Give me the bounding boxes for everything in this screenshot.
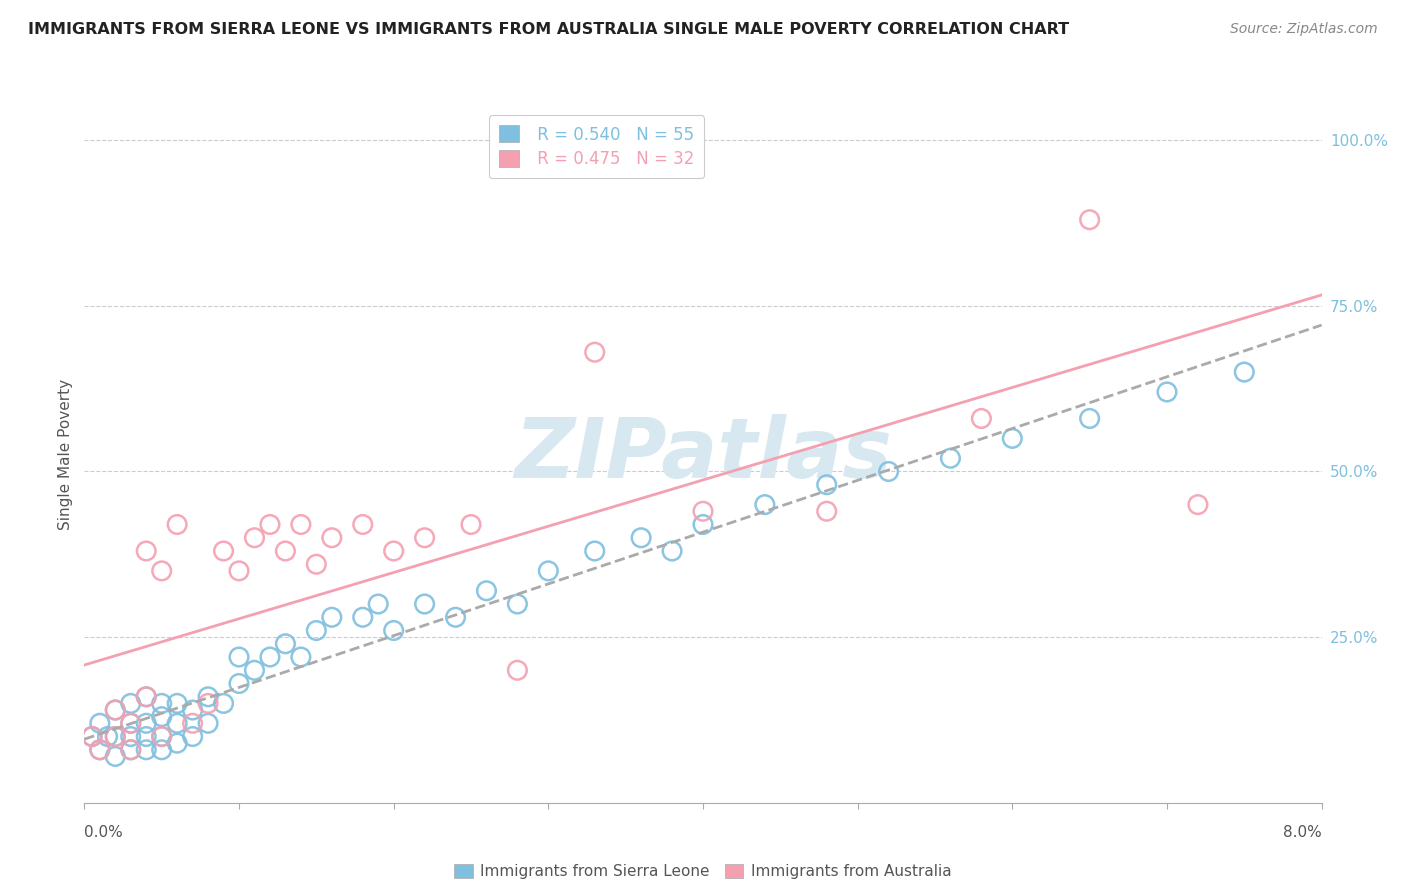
Point xyxy=(166,716,188,731)
Point xyxy=(815,477,838,491)
Point xyxy=(104,749,127,764)
Point xyxy=(413,531,436,545)
Text: ZIPatlas: ZIPatlas xyxy=(515,415,891,495)
Point xyxy=(120,716,142,731)
Point xyxy=(1156,384,1178,399)
Point xyxy=(815,504,838,518)
Point xyxy=(290,650,312,665)
Legend: Immigrants from Sierra Leone, Immigrants from Australia: Immigrants from Sierra Leone, Immigrants… xyxy=(449,858,957,886)
Point xyxy=(630,531,652,545)
Point xyxy=(1187,498,1209,512)
Point xyxy=(104,730,127,744)
Point xyxy=(120,743,142,757)
Point xyxy=(135,716,157,731)
Point xyxy=(367,597,389,611)
Point xyxy=(120,743,142,757)
Point xyxy=(877,465,900,479)
Point xyxy=(197,690,219,704)
Point xyxy=(135,544,157,558)
Point xyxy=(228,564,250,578)
Point xyxy=(150,730,173,744)
Point xyxy=(1001,431,1024,445)
Point xyxy=(413,597,436,611)
Point xyxy=(305,558,328,572)
Point xyxy=(181,703,204,717)
Point xyxy=(181,730,204,744)
Point xyxy=(970,411,993,425)
Point xyxy=(444,610,467,624)
Point xyxy=(475,583,498,598)
Point xyxy=(104,703,127,717)
Point xyxy=(120,716,142,731)
Point xyxy=(89,716,111,731)
Text: Source: ZipAtlas.com: Source: ZipAtlas.com xyxy=(1230,22,1378,37)
Point xyxy=(228,676,250,690)
Point xyxy=(352,517,374,532)
Point xyxy=(150,743,173,757)
Point xyxy=(460,517,482,532)
Point xyxy=(692,517,714,532)
Point xyxy=(120,697,142,711)
Point xyxy=(150,564,173,578)
Point xyxy=(82,730,104,744)
Point xyxy=(166,517,188,532)
Text: 0.0%: 0.0% xyxy=(84,825,124,840)
Point xyxy=(274,637,297,651)
Point xyxy=(82,730,104,744)
Text: IMMIGRANTS FROM SIERRA LEONE VS IMMIGRANTS FROM AUSTRALIA SINGLE MALE POVERTY CO: IMMIGRANTS FROM SIERRA LEONE VS IMMIGRAN… xyxy=(28,22,1069,37)
Point xyxy=(1078,212,1101,227)
Point xyxy=(104,703,127,717)
Point xyxy=(290,517,312,532)
Point xyxy=(506,597,529,611)
Point xyxy=(382,544,405,558)
Point xyxy=(166,697,188,711)
Point xyxy=(939,451,962,466)
Text: 8.0%: 8.0% xyxy=(1282,825,1322,840)
Point xyxy=(661,544,683,558)
Point xyxy=(212,697,235,711)
Point xyxy=(259,517,281,532)
Point xyxy=(135,743,157,757)
Point xyxy=(228,650,250,665)
Point xyxy=(305,624,328,638)
Point xyxy=(96,730,120,744)
Point xyxy=(754,498,776,512)
Point xyxy=(321,610,343,624)
Point xyxy=(259,650,281,665)
Point xyxy=(274,544,297,558)
Point xyxy=(583,345,606,359)
Point xyxy=(150,709,173,723)
Point xyxy=(135,690,157,704)
Point xyxy=(506,663,529,677)
Point xyxy=(135,730,157,744)
Point xyxy=(382,624,405,638)
Point xyxy=(352,610,374,624)
Point xyxy=(150,697,173,711)
Point xyxy=(104,730,127,744)
Y-axis label: Single Male Poverty: Single Male Poverty xyxy=(58,379,73,531)
Point xyxy=(1078,411,1101,425)
Point xyxy=(692,504,714,518)
Point xyxy=(1233,365,1256,379)
Point xyxy=(321,531,343,545)
Point xyxy=(583,544,606,558)
Point xyxy=(120,730,142,744)
Point xyxy=(181,716,204,731)
Point xyxy=(166,736,188,750)
Point xyxy=(212,544,235,558)
Point xyxy=(89,743,111,757)
Point xyxy=(243,663,266,677)
Point xyxy=(197,697,219,711)
Point xyxy=(537,564,560,578)
Point xyxy=(197,716,219,731)
Point xyxy=(150,730,173,744)
Point xyxy=(89,743,111,757)
Point xyxy=(135,690,157,704)
Point xyxy=(243,531,266,545)
